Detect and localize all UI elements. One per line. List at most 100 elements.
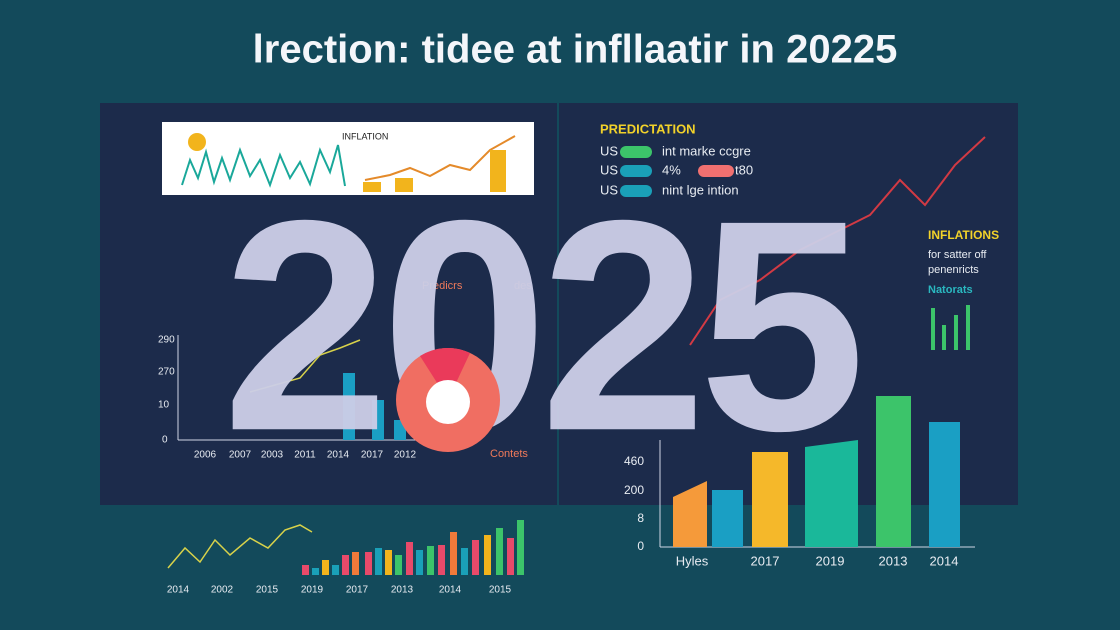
inset-bar [363,182,381,192]
bar [673,481,707,547]
x-label: 2006 [194,450,217,461]
x-label: 2015 [489,585,512,596]
shape [931,308,935,350]
pill [620,185,652,197]
row-label: US [600,182,618,197]
inset [162,122,534,195]
bottom-bars [302,520,524,575]
shape [507,538,514,575]
y-label: 290 [158,335,175,346]
x-label: 2014 [167,585,190,596]
shape [427,546,434,575]
shape [954,315,958,350]
mini-bars [931,305,970,350]
x-label: 2017 [751,553,780,568]
inset-line [181,144,346,188]
x-label: 2014 [439,585,462,596]
x-label: 2003 [261,450,284,461]
x-label: 2014 [930,553,959,568]
shape [302,565,309,575]
label: Contets [490,448,528,460]
side-sub: Natorats [928,284,973,296]
bar [876,396,911,547]
inset-label: INFLATION [342,131,388,141]
shape [438,545,445,575]
bottom-x-labels: 2014 2002 2015 2019 2017 2013 2014 2015 [167,585,512,596]
row-text: nint lge intion [662,182,739,197]
shape [496,528,503,575]
pill [620,146,652,158]
shape [942,325,946,350]
shape [375,548,382,575]
y-label: 270 [158,367,175,378]
label: Predicrs [422,280,463,292]
x-label: Hyles [676,553,709,568]
row-text: int marke ccgre [662,143,751,158]
x-label: 2012 [394,450,417,461]
bar [805,440,858,547]
side-heading: INFLATIONS [928,228,999,242]
label: des [514,280,532,292]
y-label: 8 [637,511,644,525]
x-label: 2019 [816,553,845,568]
y-label: 200 [624,483,644,497]
left-line [249,339,361,393]
y-label: 460 [624,454,644,468]
shape [342,555,349,575]
donut-hole [426,380,470,424]
x-label: 2013 [391,585,414,596]
x-label: 2015 [256,585,279,596]
bottom-line [167,524,313,569]
shape [517,520,524,575]
shape [312,568,319,575]
shape [352,552,359,575]
y-label: 0 [637,539,644,553]
shape [484,535,491,575]
row-label: US [600,162,618,177]
shape [385,550,392,575]
side-text: penenricts [928,264,979,276]
shape [406,542,413,575]
left-bar [343,373,355,440]
side-text: for satter off [928,249,987,261]
row-text: t80 [735,162,753,177]
x-labels: 2006 2007 2003 2011 2014 2017 2012 [194,450,417,461]
inset-bar [490,150,506,192]
x-label: 2019 [301,585,324,596]
inset-bar [395,178,413,192]
overlay-text: 2025 [222,157,858,493]
inset-trend [364,135,516,181]
x-label: 2017 [361,450,384,461]
pill [698,165,734,177]
bar [752,452,788,547]
bar [712,490,743,547]
x-label: 2007 [229,450,252,461]
x-label: 2011 [294,450,316,461]
y-label: 10 [158,400,170,411]
row-label: US [600,143,618,158]
shape [461,548,468,575]
x-label: 2014 [327,450,350,461]
shape [966,305,970,350]
shape [365,552,372,575]
bar [929,422,960,547]
x-label: 2017 [346,585,369,596]
left-bar [372,400,384,440]
y-label: 0 [162,435,168,446]
shape [450,532,457,575]
heading: PREDICTATION [600,121,696,136]
sun-icon [188,133,206,151]
donut-slice [420,347,470,400]
row-text: 4% [662,162,681,177]
shape [472,540,479,575]
x-label: 2002 [211,585,234,596]
shape [322,560,329,575]
shape [332,565,339,575]
shape [416,550,423,575]
x-label: 2013 [879,553,908,568]
shape [395,555,402,575]
title: lrection: tidee at infllaatir in 20225 [253,28,898,72]
trend-line [689,136,986,346]
